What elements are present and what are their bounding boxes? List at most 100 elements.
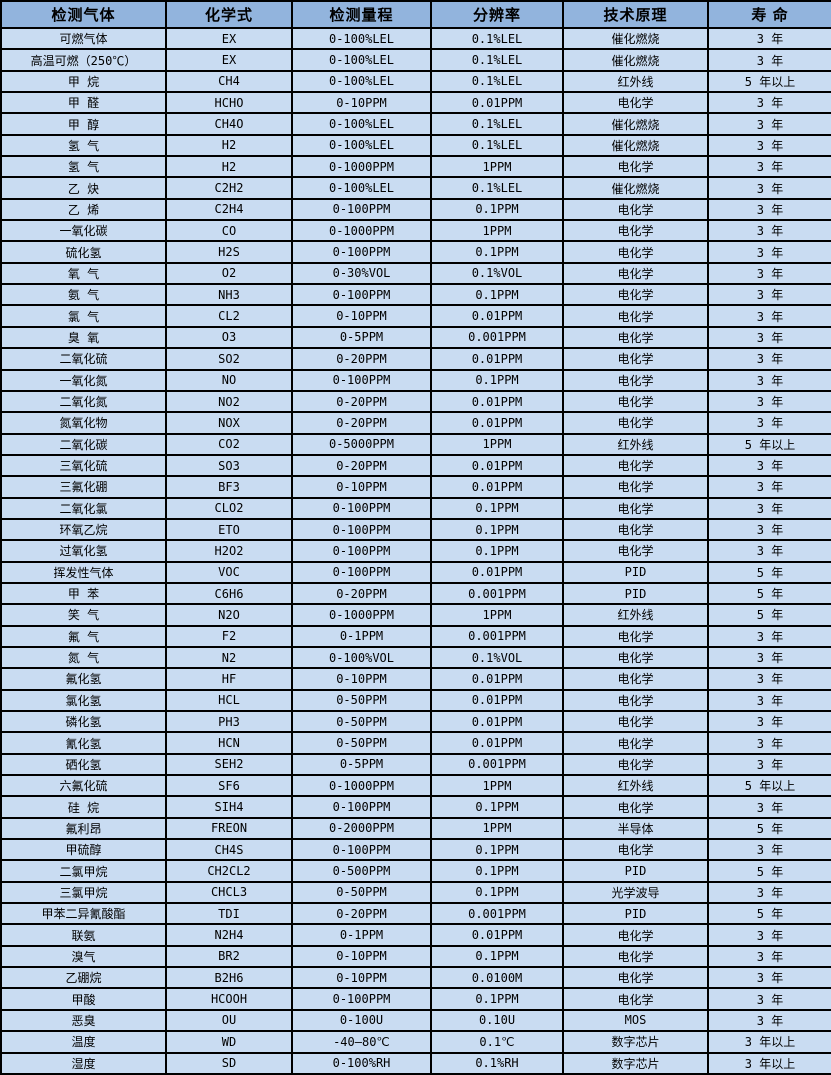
cell-col-6: 3 年 bbox=[707, 795, 831, 819]
cell-col-2: SD bbox=[165, 1051, 293, 1075]
cell-col-1: 甲 烷 bbox=[0, 69, 167, 94]
cell-col-3: 0-20PPM bbox=[291, 902, 432, 926]
cell-col-6: 3 年 bbox=[707, 453, 831, 478]
cell-col-2: HCN bbox=[165, 731, 293, 755]
cell-col-3: 0-10PPM bbox=[291, 667, 432, 691]
cell-col-2: PH3 bbox=[165, 709, 293, 734]
cell-col-2: BF3 bbox=[165, 475, 293, 499]
cell-col-5: 催化燃烧 bbox=[562, 133, 709, 158]
cell-col-1: 氮 气 bbox=[0, 645, 167, 670]
cell-col-6: 3 年 bbox=[707, 923, 831, 947]
cell-col-4: 0.1%LEL bbox=[430, 69, 564, 94]
cell-col-6: 5 年 bbox=[707, 902, 831, 926]
cell-col-5: 电化学 bbox=[562, 155, 709, 179]
cell-col-5: 电化学 bbox=[562, 731, 709, 755]
table-row: 恶臭 OU 0-100U 0.10U MOS 3 年 bbox=[0, 1008, 831, 1033]
table-header: 检测气体 化学式 检测量程 分辨率 技术原理寿 命 bbox=[0, 0, 831, 29]
cell-col-1: 二氧化碳 bbox=[0, 432, 167, 456]
cell-col-3: 0-100PPM bbox=[291, 368, 432, 392]
cell-col-1: 一氧化氮 bbox=[0, 368, 167, 392]
cell-col-4: 0.1PPM bbox=[430, 197, 564, 222]
cell-col-3: 0-50PPM bbox=[291, 880, 432, 905]
cell-col-6: 3 年 bbox=[707, 26, 831, 51]
cell-col-1: 甲 苯 bbox=[0, 581, 167, 606]
cell-col-1: 高温可燃（250℃） bbox=[0, 48, 167, 72]
table-row: 氨 气 NH3 0-100PPM 0.1PPM 电化学 3 年 bbox=[0, 283, 831, 307]
cell-col-3: 0-100PPM bbox=[291, 539, 432, 563]
table-row: 氧 气 O2 0-30%VOL 0.1%VOL 电化学 3 年 bbox=[0, 261, 831, 286]
column-header-2: 化学式 bbox=[165, 0, 293, 29]
cell-col-4: 0.1PPM bbox=[430, 517, 564, 542]
cell-col-2: HCOOH bbox=[165, 987, 293, 1011]
cell-col-1: 湿度 bbox=[0, 1051, 167, 1075]
cell-col-2: B2H6 bbox=[165, 966, 293, 990]
cell-col-3: 0-100%LEL bbox=[291, 133, 432, 158]
cell-col-3: 0-100PPM bbox=[291, 496, 432, 520]
table-row: 二氧化氯 CLO2 0-100PPM 0.1PPM 电化学 3 年 bbox=[0, 496, 831, 520]
table-row: 三氯甲烷 CHCL3 0-50PPM 0.1PPM 光学波导 3 年 bbox=[0, 880, 831, 905]
cell-col-6: 3 年 bbox=[707, 752, 831, 777]
cell-col-1: 挥发性气体 bbox=[0, 560, 167, 584]
cell-col-2: EX bbox=[165, 48, 293, 72]
cell-col-3: 0-5PPM bbox=[291, 752, 432, 777]
cell-col-1: 甲 醛 bbox=[0, 91, 167, 115]
table-row: 二氧化氮 NO2 0-20PPM 0.01PPM 电化学 3 年 bbox=[0, 389, 831, 414]
cell-col-5: 电化学 bbox=[562, 795, 709, 819]
cell-col-4: 0.0100M bbox=[430, 966, 564, 990]
cell-col-5: MOS bbox=[562, 1008, 709, 1033]
table-row: 一氧化碳 CO 0-1000PPM 1PPM 电化学 3 年 bbox=[0, 219, 831, 243]
cell-col-4: 0.001PPM bbox=[430, 581, 564, 606]
cell-col-1: 乙 炔 bbox=[0, 176, 167, 200]
cell-col-2: OU bbox=[165, 1008, 293, 1033]
cell-col-2: CH4S bbox=[165, 838, 293, 862]
cell-col-6: 5 年以上 bbox=[707, 774, 831, 798]
cell-col-2: HCL bbox=[165, 688, 293, 713]
cell-col-1: 氮氧化物 bbox=[0, 411, 167, 435]
cell-col-1: 氯化氢 bbox=[0, 688, 167, 713]
cell-col-5: 电化学 bbox=[562, 389, 709, 414]
cell-col-5: 电化学 bbox=[562, 709, 709, 734]
cell-col-2: SO2 bbox=[165, 347, 293, 371]
cell-col-6: 5 年 bbox=[707, 603, 831, 627]
column-header-4: 分辨率 bbox=[430, 0, 564, 29]
cell-col-5: 电化学 bbox=[562, 261, 709, 286]
cell-col-4: 0.1%LEL bbox=[430, 26, 564, 51]
cell-col-3: 0-30%VOL bbox=[291, 261, 432, 286]
cell-col-1: 二氧化硫 bbox=[0, 347, 167, 371]
cell-col-1: 氢 气 bbox=[0, 133, 167, 158]
cell-col-4: 1PPM bbox=[430, 432, 564, 456]
cell-col-4: 0.01PPM bbox=[430, 688, 564, 713]
cell-col-6: 3 年 bbox=[707, 411, 831, 435]
table-row: 乙硼烷 B2H6 0-10PPM 0.0100M 电化学 3 年 bbox=[0, 966, 831, 990]
cell-col-5: 电化学 bbox=[562, 688, 709, 713]
table-row: 温度 WD -40—80℃ 0.1℃ 数字芯片 3 年以上 bbox=[0, 1030, 831, 1054]
cell-col-2: SEH2 bbox=[165, 752, 293, 777]
cell-col-1: 二氧化氯 bbox=[0, 496, 167, 520]
cell-col-2: F2 bbox=[165, 624, 293, 648]
cell-col-1: 氨 气 bbox=[0, 283, 167, 307]
cell-col-2: WD bbox=[165, 1030, 293, 1054]
cell-col-6: 3 年 bbox=[707, 91, 831, 115]
cell-col-4: 0.1%RH bbox=[430, 1051, 564, 1075]
table-row: 一氧化氮 NO 0-100PPM 0.1PPM 电化学 3 年 bbox=[0, 368, 831, 392]
cell-col-4: 0.01PPM bbox=[430, 709, 564, 734]
table-row: 氯化氢 HCL 0-50PPM 0.01PPM 电化学 3 年 bbox=[0, 688, 831, 713]
cell-col-2: SIH4 bbox=[165, 795, 293, 819]
cell-col-2: H2 bbox=[165, 155, 293, 179]
cell-col-4: 0.1PPM bbox=[430, 880, 564, 905]
cell-col-4: 0.1PPM bbox=[430, 539, 564, 563]
cell-col-4: 0.1℃ bbox=[430, 1030, 564, 1054]
cell-col-3: 0-100PPM bbox=[291, 560, 432, 584]
cell-col-2: CH2CL2 bbox=[165, 859, 293, 883]
cell-col-4: 0.01PPM bbox=[430, 453, 564, 478]
table-body: 可燃气体 EX 0-100%LEL 0.1%LEL 催化燃烧 3 年高温可燃（250℃） E… bbox=[0, 26, 831, 1075]
cell-col-2: H2S bbox=[165, 240, 293, 264]
cell-col-5: 电化学 bbox=[562, 667, 709, 691]
cell-col-2: EX bbox=[165, 26, 293, 51]
cell-col-5: 电化学 bbox=[562, 219, 709, 243]
cell-col-4: 0.10U bbox=[430, 1008, 564, 1033]
cell-col-3: 0-100PPM bbox=[291, 838, 432, 862]
cell-col-6: 3 年 bbox=[707, 731, 831, 755]
table-row: 二氧化碳 CO2 0-5000PPM 1PPM 红外线 5 年以上 bbox=[0, 432, 831, 456]
cell-col-1: 臭 氧 bbox=[0, 325, 167, 350]
